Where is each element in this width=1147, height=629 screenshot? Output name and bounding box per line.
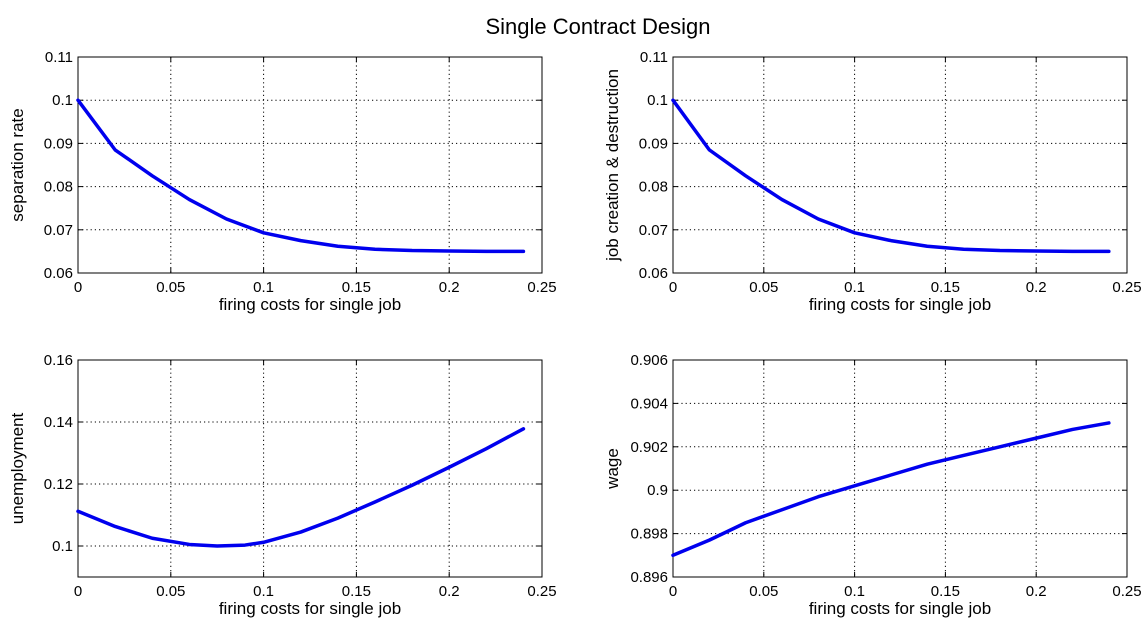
x-tick-label: 0.05 xyxy=(749,583,778,600)
x-tick-label: 0.15 xyxy=(931,583,960,600)
x-tick-label: 0.1 xyxy=(844,583,865,600)
x-axis-label: firing costs for single job xyxy=(809,295,991,314)
x-tick-label: 0 xyxy=(669,279,677,296)
y-tick-label: 0.08 xyxy=(44,179,73,196)
x-tick-label: 0.25 xyxy=(1112,279,1141,296)
x-tick-label: 0 xyxy=(74,279,82,296)
series-line xyxy=(671,98,1111,254)
x-tick-label: 0.25 xyxy=(1112,583,1141,600)
x-tick-label: 0.15 xyxy=(342,279,371,296)
x-tick-label: 0.1 xyxy=(844,279,865,296)
x-tick-label: 0 xyxy=(74,583,82,600)
y-tick-label: 0.07 xyxy=(44,222,73,239)
series-line xyxy=(76,427,526,548)
y-axis-label: job creation & destruction xyxy=(603,69,622,262)
y-tick-label: 0.12 xyxy=(44,476,73,493)
plot-panel-3: 0 0.05 0.1 0.15 0.2 0.25 0.1 0.12 0.14 0.16 firing… xyxy=(8,352,557,618)
x-tick-label: 0.1 xyxy=(253,583,274,600)
x-axis-label: firing costs for single job xyxy=(219,599,401,618)
plot-panel-1: 0 0.05 0.1 0.15 0.2 0.25 0.06 0.07 0.08 0.09 0.1 0.… xyxy=(8,49,557,314)
x-tick-label: 0.05 xyxy=(156,583,185,600)
x-tick-label: 0.05 xyxy=(156,279,185,296)
x-tick-label: 0.15 xyxy=(931,279,960,296)
y-axis-label: unemployment xyxy=(8,412,27,524)
x-axis-label: firing costs for single job xyxy=(809,599,991,618)
y-tick-label: 0.09 xyxy=(44,135,73,152)
y-tick-label: 0.07 xyxy=(639,222,668,239)
axes-box xyxy=(77,56,543,274)
y-tick-label: 0.11 xyxy=(45,49,73,66)
x-tick-label: 0.2 xyxy=(1026,583,1047,600)
x-axis-label: firing costs for single job xyxy=(219,295,401,314)
y-axis-label: wage xyxy=(603,448,622,490)
x-tick-label: 0.2 xyxy=(439,279,460,296)
axes-box xyxy=(77,359,543,578)
y-tick-label: 0.898 xyxy=(630,526,668,543)
x-tick-label: 0.25 xyxy=(527,279,556,296)
y-tick-label: 0.06 xyxy=(44,265,73,282)
y-tick-label: 0.06 xyxy=(639,265,668,282)
y-tick-label: 0.906 xyxy=(630,352,668,369)
x-tick-label: 0.2 xyxy=(1026,279,1047,296)
series-line xyxy=(76,98,526,254)
x-tick-label: 0.25 xyxy=(527,583,556,600)
x-tick-label: 0.05 xyxy=(749,279,778,296)
axes-box xyxy=(672,56,1128,274)
plot-panel-4: 0 0.05 0.1 0.15 0.2 0.25 0.896 0.898 0.9 0.902 0.9… xyxy=(603,352,1142,618)
y-tick-label: 0.1 xyxy=(647,92,668,109)
y-tick-label: 0.08 xyxy=(639,179,668,196)
series-line xyxy=(671,421,1111,558)
y-tick-label: 0.11 xyxy=(640,49,668,66)
y-tick-label: 0.896 xyxy=(630,569,668,586)
plot-panel-2: 0 0.05 0.1 0.15 0.2 0.25 0.06 0.07 0.08 0.09 0.1 0.… xyxy=(603,49,1142,314)
y-tick-label: 0.904 xyxy=(630,395,668,412)
figure-title: Single Contract Design xyxy=(485,14,710,39)
x-tick-label: 0.2 xyxy=(439,583,460,600)
x-tick-label: 0.1 xyxy=(253,279,274,296)
y-tick-label: 0.16 xyxy=(44,352,73,369)
y-tick-label: 0.14 xyxy=(44,414,73,431)
y-tick-label: 0.1 xyxy=(52,92,73,109)
x-tick-label: 0.15 xyxy=(342,583,371,600)
y-tick-label: 0.09 xyxy=(639,135,668,152)
y-tick-label: 0.902 xyxy=(630,439,668,456)
y-axis-label: separation rate xyxy=(8,108,27,221)
y-tick-label: 0.9 xyxy=(647,482,668,499)
x-tick-label: 0 xyxy=(669,583,677,600)
axes-box xyxy=(672,359,1128,578)
y-tick-label: 0.1 xyxy=(52,538,73,555)
